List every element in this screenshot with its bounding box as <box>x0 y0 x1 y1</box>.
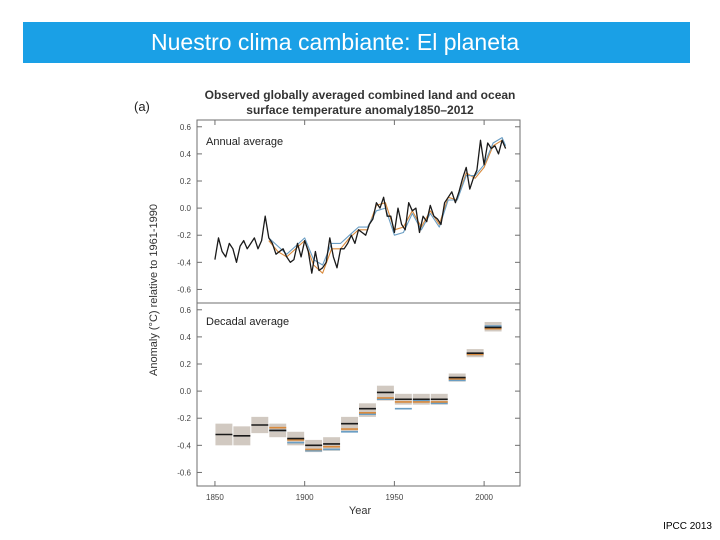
decadal-ytick-label: 0.0 <box>180 387 192 396</box>
annual-ytick-label: 0.2 <box>180 177 192 186</box>
annual-ytick-label: -0.2 <box>177 231 191 240</box>
panel-label: (a) <box>134 99 150 114</box>
x-tick-label: 2000 <box>475 493 493 502</box>
annual-ytick-label: 0.6 <box>180 123 192 132</box>
x-tick-label: 1850 <box>206 493 224 502</box>
annual-panel-title: Annual average <box>206 136 283 148</box>
decadal-ytick-label: 0.6 <box>180 306 192 315</box>
x-tick-label: 1950 <box>385 493 403 502</box>
decadal-panel-frame <box>196 302 521 487</box>
annual-ytick-label: -0.4 <box>177 258 191 267</box>
annual-panel: -0.6 -0.4 -0.2 0.0 0.2 0.4 0.6 Annual average <box>177 119 521 304</box>
y-axis-label: Anomaly (°C) relative to 1961-1990 <box>148 204 160 376</box>
decadal-panel: -0.6 -0.4 -0.2 0.0 0.2 0.4 0.6 Decadal average <box>177 302 521 487</box>
annual-ytick-label: 0.4 <box>180 150 192 159</box>
annual-ytick-label: -0.6 <box>177 285 191 294</box>
decadal-panel-title: Decadal average <box>206 316 289 328</box>
slide-title-banner: Nuestro clima cambiante: El planeta <box>23 22 690 63</box>
decadal-ytick-label: 0.2 <box>180 360 192 369</box>
annual-series-line-2 <box>268 139 507 274</box>
decadal-ytick-label: -0.6 <box>177 468 191 477</box>
x-axis-label: Year <box>349 505 372 517</box>
annual-ytick-label: 0.0 <box>180 204 192 213</box>
x-tick-label: 1900 <box>296 493 314 502</box>
source-credit: IPCC 2013 <box>663 521 712 532</box>
slide-title: Nuestro clima cambiante: El planeta <box>151 29 520 55</box>
decadal-ytick-label: 0.4 <box>180 333 192 342</box>
annual-series-line-1 <box>214 139 507 274</box>
chart-subtitle: surface temperature anomaly1850–2012 <box>246 103 474 117</box>
annual-series-line-3 <box>268 137 507 266</box>
figure-title: Observed globally averaged combined land… <box>190 88 530 118</box>
decadal-ytick-label: -0.2 <box>177 414 191 423</box>
decadal-ytick-label: -0.4 <box>177 441 191 450</box>
chart-title: Observed globally averaged combined land… <box>204 88 516 102</box>
